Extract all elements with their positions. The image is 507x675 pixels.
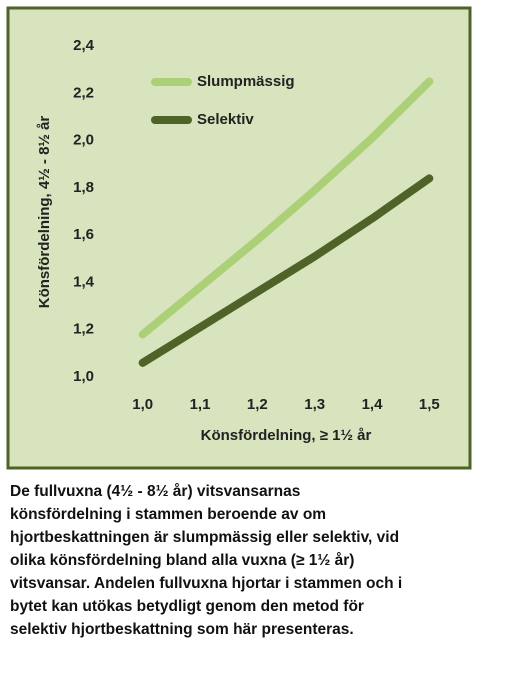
y-tick-label: 1,2 bbox=[73, 321, 94, 338]
caption-line: hjortbeskattningen är slumpmässig eller … bbox=[10, 529, 400, 546]
y-tick-label: 1,0 bbox=[73, 368, 94, 385]
x-tick-label: 1,4 bbox=[362, 396, 384, 413]
y-tick-label: 1,4 bbox=[73, 273, 95, 290]
x-tick-label: 1,2 bbox=[247, 396, 268, 413]
caption: De fullvuxna (4½ - 8½ år) vitsvansarnas k… bbox=[10, 480, 500, 641]
x-tick-label: 1,1 bbox=[190, 396, 211, 413]
chart-frame bbox=[6, 6, 472, 470]
x-tick-label: 1,5 bbox=[419, 396, 440, 413]
chart: Könsfördelning, 4½ - 8½ år Könsfördelnin… bbox=[6, 6, 472, 470]
data-line bbox=[138, 174, 434, 367]
y-tick-label: 1,6 bbox=[73, 226, 94, 243]
y-tick-label: 2,0 bbox=[73, 132, 94, 149]
caption-line: selektiv hjortbeskattning som här presen… bbox=[10, 621, 354, 638]
caption-line: De fullvuxna (4½ - 8½ år) vitsvansarnas bbox=[10, 483, 301, 500]
x-axis-label: Könsfördelning, ≥ 1½ år bbox=[201, 427, 372, 444]
caption-line: bytet kan utökas betydligt genom den met… bbox=[10, 598, 364, 615]
caption-line: olika könsfördelning bland alla vuxna (≥… bbox=[10, 552, 355, 569]
caption-line: vitsvansar. Andelen fullvuxna hjortar i … bbox=[10, 575, 403, 592]
legend-label: Selektiv bbox=[197, 111, 254, 128]
x-tick-label: 1,0 bbox=[132, 396, 153, 413]
legend-label: Slumpmässig bbox=[197, 73, 295, 90]
caption-line: könsfördelning i stammen beroende av om bbox=[10, 506, 327, 523]
data-line bbox=[138, 77, 434, 339]
y-axis-label: Könsfördelning, 4½ - 8½ år bbox=[36, 116, 53, 309]
y-tick-label: 2,4 bbox=[73, 37, 95, 54]
y-tick-label: 2,2 bbox=[73, 84, 94, 101]
y-tick-label: 1,8 bbox=[73, 179, 94, 196]
x-tick-label: 1,3 bbox=[304, 396, 325, 413]
